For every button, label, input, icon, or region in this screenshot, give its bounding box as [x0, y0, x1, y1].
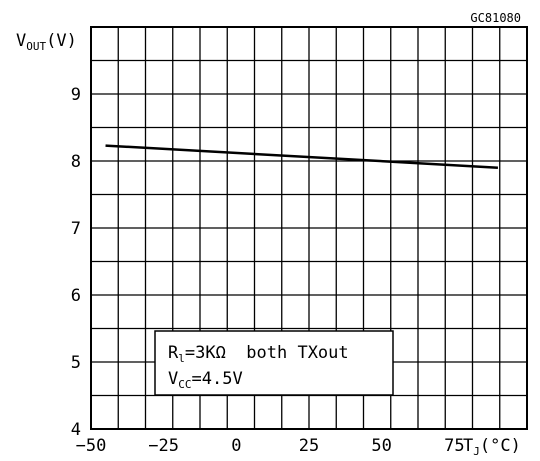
annotation-r-subscript: l [178, 352, 185, 365]
y-axis-unit: (V) [46, 31, 77, 51]
y-tick-label: 7 [71, 219, 81, 239]
series-line [105, 144, 499, 169]
annotation-box [154, 330, 394, 396]
x-tick-label: 50 [371, 436, 391, 456]
x-tick-label: −25 [148, 436, 179, 456]
x-axis-symbol: T [463, 436, 473, 456]
series [105, 144, 499, 169]
figure-code: GC81080 [470, 11, 521, 25]
annotation-v-subscript: CC [178, 378, 191, 391]
y-tick-label: 6 [71, 286, 81, 306]
x-tick-label: 75 [444, 436, 464, 456]
y-tick-label: 8 [71, 152, 81, 172]
annotation-r-symbol: R [168, 343, 179, 363]
annotation-r-value: =3KΩ both TXout [185, 343, 349, 363]
x-axis-subscript: J [473, 445, 480, 458]
annotation-v-symbol: V [168, 369, 178, 389]
y-axis-subscript: OUT [26, 40, 46, 53]
x-axis-title: TJ(°C) [463, 436, 521, 458]
annotation-v-value: =4.5V [192, 369, 243, 389]
y-tick-label: 4 [71, 420, 81, 440]
x-tick-labels: −50 −25 0 25 50 75 [76, 436, 465, 456]
x-tick-label: 0 [231, 436, 241, 456]
y-tick-label: 5 [71, 353, 81, 373]
x-tick-label: 25 [299, 436, 319, 456]
y-axis-title: VOUT(V) [16, 31, 77, 53]
plot-frame [90, 26, 528, 430]
x-axis-unit: (°C) [480, 436, 521, 456]
y-tick-labels: 4 5 6 7 8 9 [71, 85, 81, 440]
x-tick-label: −50 [76, 436, 107, 456]
annotation-line-1: Rl=3KΩ both TXout [168, 343, 349, 365]
annotation-line-2: VCC=4.5V [168, 369, 243, 391]
y-tick-label: 9 [71, 85, 81, 105]
y-axis-symbol: V [16, 31, 26, 51]
